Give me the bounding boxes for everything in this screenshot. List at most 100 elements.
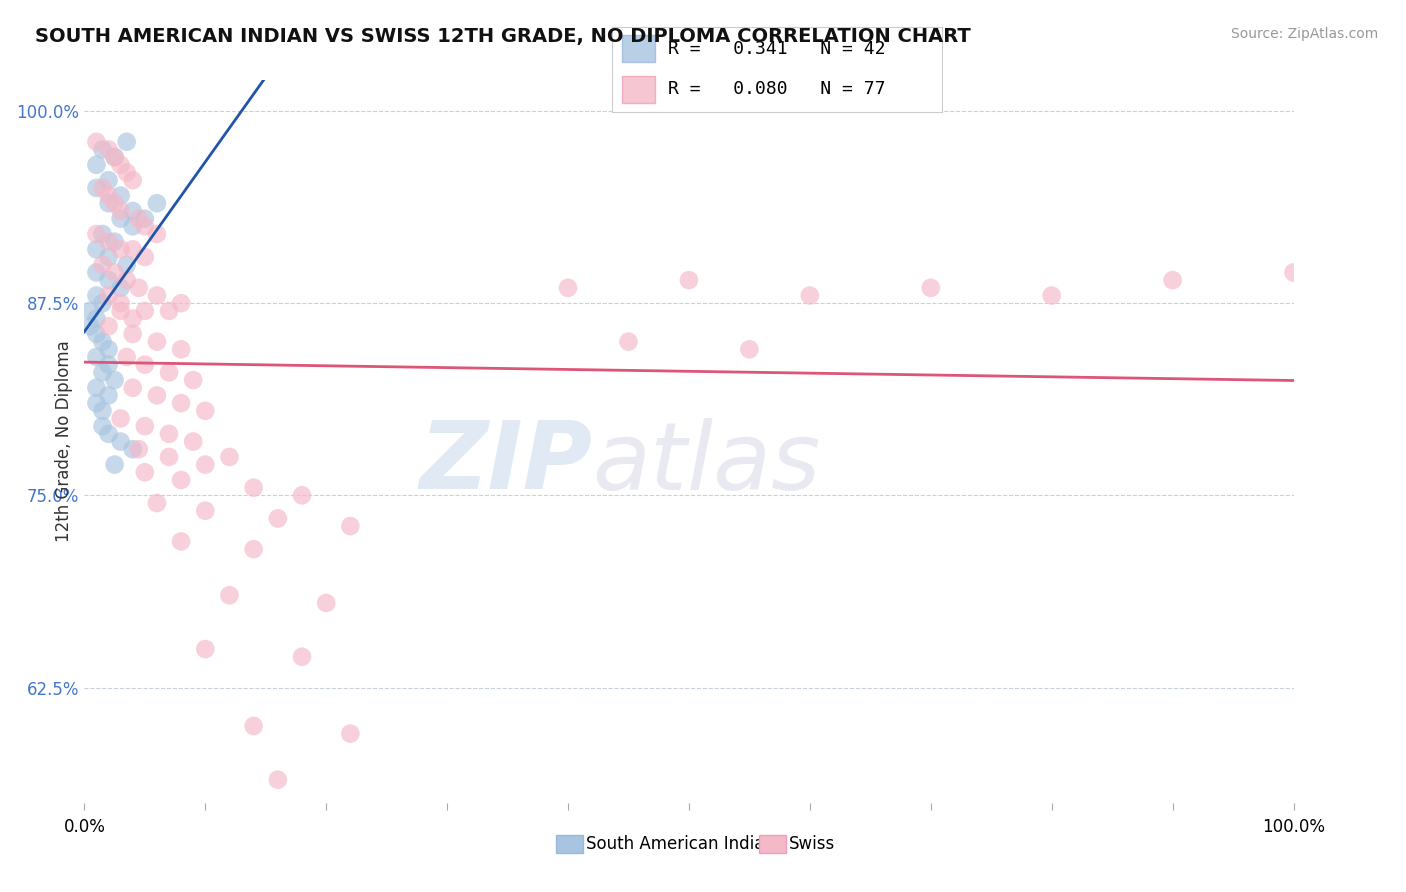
Point [121,219,143,234]
Point [104,150,127,164]
Point [104,235,127,249]
Point [86,396,108,410]
Point [115,350,138,364]
Point [86,326,108,341]
Point [79,304,101,318]
Point [170,534,193,549]
Point [91,419,114,434]
Point [134,219,156,234]
Point [91,181,114,195]
Point [91,143,114,157]
Point [110,188,132,202]
Point [86,181,108,195]
Point [104,150,127,164]
Point [194,504,217,518]
Text: 0.0%: 0.0% [63,818,105,836]
Point [86,158,108,172]
Text: ZIP: ZIP [419,417,592,509]
Text: R =   0.341   N = 42: R = 0.341 N = 42 [668,40,886,58]
Point [339,519,361,533]
Point [110,296,132,310]
Point [134,358,156,372]
Point [738,343,761,357]
Point [181,373,204,387]
Point [86,350,108,364]
Point [115,135,138,149]
Point [97,273,120,287]
Point [121,442,143,457]
Point [97,288,120,302]
Point [218,450,240,464]
Point [134,304,156,318]
Point [115,273,138,287]
Point [91,258,114,272]
Point [97,426,120,441]
Point [134,250,156,264]
Point [194,404,217,418]
Text: Swiss: Swiss [789,835,835,853]
Point [146,496,169,510]
Point [242,719,264,733]
Point [134,211,156,226]
Y-axis label: 12th Grade, No Diploma: 12th Grade, No Diploma [55,341,73,542]
Point [170,473,193,487]
Point [97,143,120,157]
Point [1282,265,1305,279]
Point [121,311,143,326]
Point [267,772,290,787]
Point [79,319,101,334]
Point [110,243,132,257]
Point [86,311,108,326]
Point [134,419,156,434]
Point [146,288,169,302]
Point [146,196,169,211]
Point [86,265,108,279]
Point [97,250,120,264]
Point [121,381,143,395]
Point [97,188,120,202]
Point [678,273,700,287]
Point [121,203,143,218]
Point [91,227,114,241]
Point [1161,273,1184,287]
Point [110,434,132,449]
Point [86,381,108,395]
Point [920,281,942,295]
Point [86,243,108,257]
Text: atlas: atlas [592,417,821,508]
Point [146,388,169,402]
Point [242,481,264,495]
Point [86,135,108,149]
Point [115,258,138,272]
Point [799,288,821,302]
Point [115,165,138,179]
Point [104,265,127,279]
Point [104,373,127,387]
Point [91,334,114,349]
Point [121,326,143,341]
FancyBboxPatch shape [621,36,655,62]
Point [170,343,193,357]
Point [134,465,156,479]
FancyBboxPatch shape [555,835,582,854]
Point [339,726,361,740]
Point [157,304,180,318]
Point [242,542,264,557]
Point [97,343,120,357]
Text: SOUTH AMERICAN INDIAN VS SWISS 12TH GRADE, NO DIPLOMA CORRELATION CHART: SOUTH AMERICAN INDIAN VS SWISS 12TH GRAD… [35,27,972,45]
Point [110,203,132,218]
Text: South American Indians: South American Indians [586,835,783,853]
Point [194,642,217,657]
Point [91,365,114,379]
FancyBboxPatch shape [759,835,786,854]
Point [110,211,132,226]
Point [128,442,150,457]
Point [110,304,132,318]
Point [157,426,180,441]
Point [104,458,127,472]
Point [157,450,180,464]
Point [218,588,240,602]
Point [97,173,120,187]
Point [91,404,114,418]
Point [194,458,217,472]
